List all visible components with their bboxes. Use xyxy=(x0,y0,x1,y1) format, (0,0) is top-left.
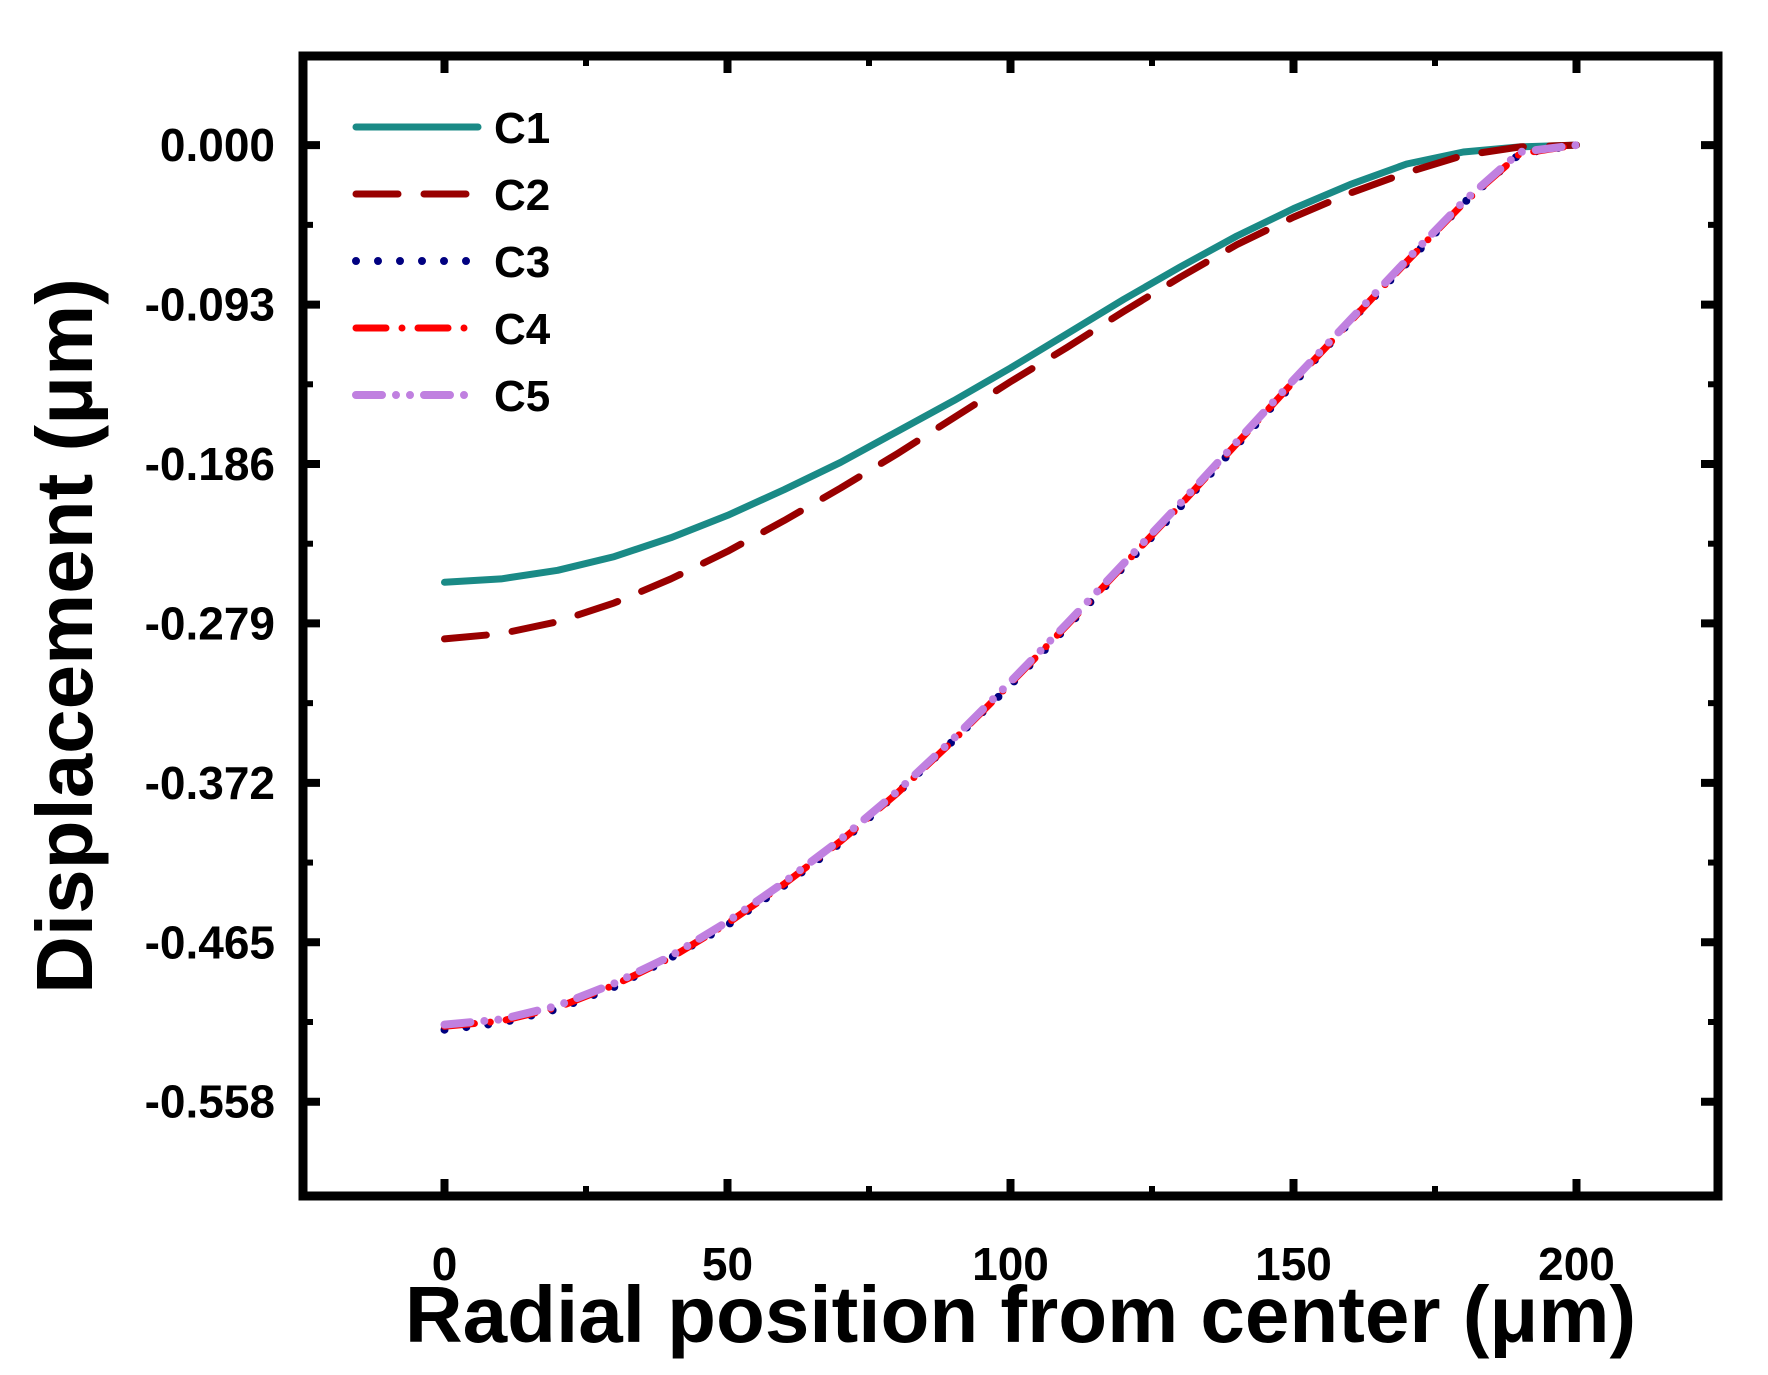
x-axis-title: Radial position from center (μm) xyxy=(405,1270,1636,1359)
legend-label-c3: C3 xyxy=(494,238,550,287)
y-tick-label: -0.093 xyxy=(145,279,275,331)
legend-label-c4: C4 xyxy=(494,305,551,354)
series-line-c2 xyxy=(441,141,1580,643)
series-line-c5 xyxy=(440,141,1581,1029)
y-tick-label: 0.000 xyxy=(160,119,275,171)
y-tick-label: -0.372 xyxy=(145,757,275,809)
x-tick-label: 50 xyxy=(702,1238,753,1290)
ticks-layer: 0 50 100 150 200 0.000 -0.093 -0.186 -0.279 -0.37… xyxy=(145,56,1718,1290)
y-axis-title: Displacement (μm) xyxy=(20,278,109,994)
legend-label-c1: C1 xyxy=(494,104,550,153)
series-layer xyxy=(440,141,1581,1034)
x-tick-label: 150 xyxy=(1255,1238,1332,1290)
legend: C1 C2 C3 C4 C5 xyxy=(352,104,551,421)
legend-label-c5: C5 xyxy=(494,372,550,421)
x-tick-label: 100 xyxy=(972,1238,1049,1290)
legend-label-c2: C2 xyxy=(494,171,550,220)
y-tick-label: -0.186 xyxy=(145,438,275,490)
y-tick-label: -0.465 xyxy=(145,916,275,968)
series-line-c1 xyxy=(441,141,1580,586)
y-tick-label: -0.279 xyxy=(145,597,275,649)
series-line-c4 xyxy=(441,141,1580,1030)
x-tick-label: 0 xyxy=(432,1238,458,1290)
x-tick-label: 200 xyxy=(1538,1238,1615,1290)
y-tick-label: -0.558 xyxy=(145,1076,275,1128)
